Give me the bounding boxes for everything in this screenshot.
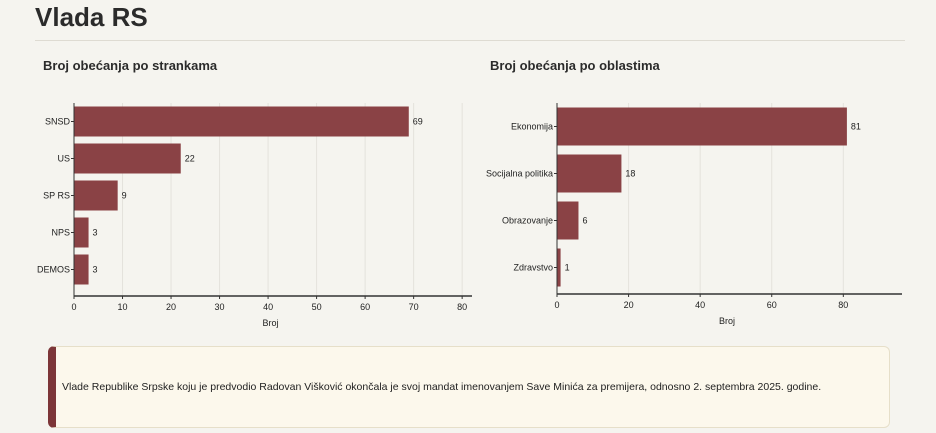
category-label-socijalna-politika: Socijalna politika — [486, 169, 553, 179]
bar-ekonomija — [557, 107, 847, 146]
x-tick-label: 0 — [554, 300, 559, 310]
bar-sp-rs — [74, 180, 118, 211]
x-tick-label: 60 — [767, 300, 777, 310]
chart-title-areas: Broj obećanja po oblastima — [490, 58, 660, 73]
x-tick-label: 80 — [838, 300, 848, 310]
bar-snsd — [74, 106, 409, 137]
info-note-text: Vlade Republike Srpske koju je predvodio… — [62, 381, 822, 393]
x-tick-label: 50 — [312, 302, 322, 312]
x-tick-label: 40 — [695, 300, 705, 310]
page-title: Vlada RS — [35, 2, 148, 32]
bar-nps — [74, 217, 89, 248]
category-label-ekonomija: Ekonomija — [511, 122, 553, 132]
value-label-socijalna-politika: 18 — [625, 169, 635, 179]
bar-us — [74, 143, 181, 174]
bar-obrazovanje — [557, 201, 579, 240]
category-label-us: US — [57, 154, 70, 164]
x-tick-label: 0 — [71, 302, 76, 312]
category-label-zdravstvo: Zdravstvo — [513, 263, 553, 273]
value-label-zdravstvo: 1 — [565, 263, 570, 273]
category-label-snsd: SNSD — [45, 117, 71, 127]
chart-title-parties: Broj obećanja po strankama — [43, 58, 218, 73]
x-tick-label: 70 — [409, 302, 419, 312]
category-label-obrazovanje: Obrazovanje — [502, 216, 553, 226]
bar-zdravstvo — [557, 248, 561, 287]
x-tick-label: 40 — [263, 302, 273, 312]
x-tick-label: 20 — [166, 302, 176, 312]
x-tick-label: 80 — [457, 302, 467, 312]
x-tick-label: 10 — [118, 302, 128, 312]
bar-socijalna-politika — [557, 154, 622, 193]
category-label-nps: NPS — [51, 228, 70, 238]
x-axis-title: Broj — [719, 316, 735, 326]
value-label-nps: 3 — [93, 228, 98, 238]
info-note: Vlade Republike Srpske koju je predvodio… — [48, 346, 890, 428]
value-label-demos: 3 — [93, 265, 98, 275]
title-divider — [35, 40, 905, 41]
category-label-sp-rs: SP RS — [43, 191, 70, 201]
x-tick-label: 60 — [360, 302, 370, 312]
value-label-us: 22 — [185, 154, 195, 164]
x-axis-title: Broj — [262, 318, 278, 328]
x-tick-label: 30 — [215, 302, 225, 312]
category-label-demos: DEMOS — [37, 265, 70, 275]
x-tick-label: 20 — [624, 300, 634, 310]
bar-demos — [74, 254, 89, 285]
value-label-sp-rs: 9 — [122, 191, 127, 201]
value-label-ekonomija: 81 — [851, 122, 861, 132]
value-label-obrazovanje: 6 — [582, 216, 587, 226]
value-label-snsd: 69 — [413, 117, 423, 127]
